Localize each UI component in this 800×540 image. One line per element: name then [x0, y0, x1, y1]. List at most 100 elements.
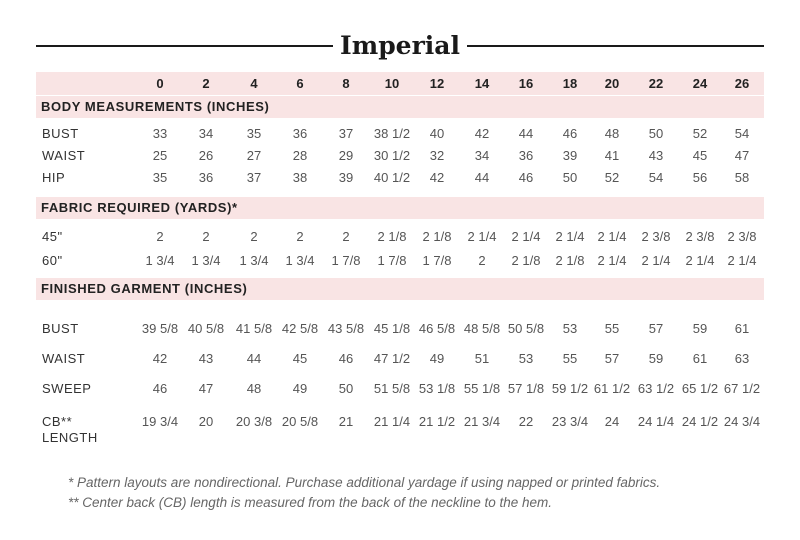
table-cell: 2 1/8: [377, 229, 407, 244]
table-cell: 20 5/8: [281, 414, 319, 429]
table-cell: 21 3/4: [463, 414, 501, 429]
table-cell: 19 3/4: [141, 414, 179, 429]
size-column-header: 10: [384, 76, 400, 91]
table-cell: 53: [518, 351, 534, 366]
table-cell: 2 1/4: [467, 229, 497, 244]
table-cell: 52: [692, 126, 708, 141]
table-cell: 61: [734, 321, 750, 336]
table-cell: 54: [734, 126, 750, 141]
table-cell: 2: [478, 253, 486, 268]
table-cell: 2 1/8: [555, 253, 585, 268]
table-cell: 61 1/2: [593, 381, 631, 396]
size-column-header: 4: [250, 76, 258, 91]
row-label: 45": [42, 229, 63, 244]
table-cell: 57 1/8: [507, 381, 545, 396]
size-column-header: 26: [734, 76, 750, 91]
table-cell: 46: [338, 351, 354, 366]
table-cell: 29: [338, 148, 354, 163]
table-cell: 25: [152, 148, 168, 163]
table-cell: 2 1/4: [597, 229, 627, 244]
table-cell: 48: [604, 126, 620, 141]
table-cell: 36: [292, 126, 308, 141]
table-cell: 53 1/8: [418, 381, 456, 396]
size-column-header: 22: [648, 76, 664, 91]
table-cell: 67 1/2: [723, 381, 761, 396]
table-cell: 48: [246, 381, 262, 396]
table-cell: 43: [648, 148, 664, 163]
table-row: WAIST 25 26 27 28 29 30 1/2 32 34 36 39 41 43 45 47: [36, 148, 764, 168]
size-header-row: 0 2 4 6 8 10 12 14 16 18 20 22 24 26: [36, 72, 764, 95]
size-column-header: 14: [474, 76, 490, 91]
table-cell: 2: [156, 229, 164, 244]
table-cell: 36: [518, 148, 534, 163]
row-label: BUST: [42, 126, 79, 141]
size-column-header: 6: [296, 76, 304, 91]
table-cell: 40 5/8: [187, 321, 225, 336]
table-cell: 22: [518, 414, 534, 429]
table-cell: 38 1/2: [373, 126, 411, 141]
table-cell: 51 5/8: [373, 381, 411, 396]
table-cell: 49: [429, 351, 445, 366]
table-cell: 24: [604, 414, 620, 429]
table-cell: 2: [296, 229, 304, 244]
table-cell: 59: [648, 351, 664, 366]
table-cell: 37: [338, 126, 354, 141]
table-cell: 2: [342, 229, 350, 244]
table-cell: 47: [734, 148, 750, 163]
table-cell: 59 1/2: [551, 381, 589, 396]
table-row: 60" 1 3/4 1 3/4 1 3/4 1 3/4 1 7/8 1 7/8 1 7/8 2 2…: [36, 253, 764, 273]
table-cell: 46: [152, 381, 168, 396]
table-cell: 50: [648, 126, 664, 141]
size-column-header: 12: [429, 76, 445, 91]
row-label: CB** LENGTH: [42, 414, 98, 445]
table-cell: 21 1/4: [373, 414, 411, 429]
table-cell: 2 3/8: [727, 229, 757, 244]
table-cell: 20: [198, 414, 214, 429]
size-column-header: 8: [342, 76, 350, 91]
footnote-cb-length: ** Center back (CB) length is measured f…: [68, 495, 552, 510]
table-cell: 44: [474, 170, 490, 185]
table-cell: 56: [692, 170, 708, 185]
table-cell: 41 5/8: [235, 321, 273, 336]
title-bar: Imperial: [36, 26, 764, 66]
table-cell: 37: [246, 170, 262, 185]
table-cell: 46: [562, 126, 578, 141]
table-cell: 33: [152, 126, 168, 141]
section-header-fabric: FABRIC REQUIRED (YARDS)*: [36, 197, 764, 219]
table-cell: 2 1/4: [555, 229, 585, 244]
table-row: SWEEP 46 47 48 49 50 51 5/8 53 1/8 55 1/8 57 1/8 5…: [36, 381, 764, 401]
table-cell: 63: [734, 351, 750, 366]
table-cell: 21 1/2: [418, 414, 456, 429]
table-cell: 20 3/8: [235, 414, 273, 429]
table-cell: 42 5/8: [281, 321, 319, 336]
table-row: BUST 39 5/8 40 5/8 41 5/8 42 5/8 43 5/8 45 1/8…: [36, 321, 764, 341]
table-cell: 23 3/4: [551, 414, 589, 429]
table-cell: 50: [562, 170, 578, 185]
table-cell: 36: [198, 170, 214, 185]
table-cell: 45: [692, 148, 708, 163]
table-cell: 52: [604, 170, 620, 185]
table-cell: 57: [604, 351, 620, 366]
table-row: BUST 33 34 35 36 37 38 1/2 40 42 44 46 48 50 52 54: [36, 126, 764, 146]
table-cell: 27: [246, 148, 262, 163]
size-column-header: 2: [202, 76, 210, 91]
size-column-header: 24: [692, 76, 708, 91]
section-title-fabric: FABRIC REQUIRED (YARDS)*: [41, 200, 238, 215]
table-cell: 1 3/4: [285, 253, 315, 268]
table-cell: 54: [648, 170, 664, 185]
row-label: HIP: [42, 170, 66, 185]
table-cell: 34: [198, 126, 214, 141]
table-cell: 1 7/8: [331, 253, 361, 268]
table-cell: 38: [292, 170, 308, 185]
table-cell: 39 5/8: [141, 321, 179, 336]
table-cell: 2 3/8: [641, 229, 671, 244]
table-cell: 44: [246, 351, 262, 366]
section-header-body: BODY MEASUREMENTS (INCHES): [36, 96, 764, 118]
title-rule-left: [36, 45, 333, 47]
section-title-finished: FINISHED GARMENT (INCHES): [41, 281, 248, 296]
table-cell: 41: [604, 148, 620, 163]
table-cell: 24 1/4: [637, 414, 675, 429]
table-cell: 35: [246, 126, 262, 141]
table-cell: 1 7/8: [422, 253, 452, 268]
table-cell: 40: [429, 126, 445, 141]
